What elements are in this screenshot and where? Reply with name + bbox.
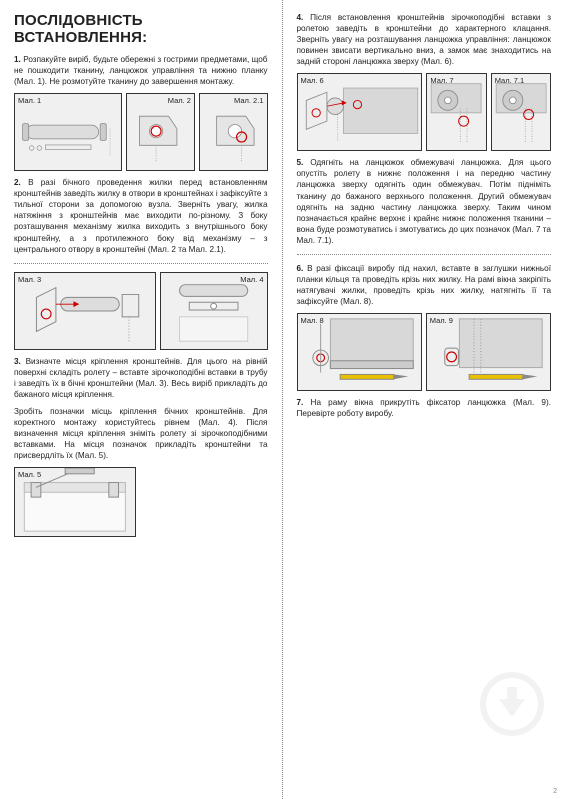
figure-7: Мал. 7: [426, 73, 486, 151]
figure-row-1: Мал. 1 Мал. 2 Мал. 2.1: [14, 93, 268, 171]
figure-9: Мал. 9: [426, 313, 551, 391]
divider-right-1: [297, 254, 552, 255]
figure-row-3: Мал. 5: [14, 467, 268, 537]
figure-4: Мал. 4: [160, 272, 267, 350]
step-4-text: 4. Після встановлення кронштейнів зірочк…: [297, 12, 552, 67]
figure-3: Мал. 3: [14, 272, 156, 350]
step-2-text: 2. В разі бічного проведення жилки перед…: [14, 177, 268, 254]
page: ПОСЛІДОВНІСТЬ ВСТАНОВЛЕННЯ: 1. Розпакуйт…: [0, 0, 565, 799]
figure-row-4: Мал. 6 click Мал. 7 Мал. 7.1: [297, 73, 552, 151]
page-title: ПОСЛІДОВНІСТЬ ВСТАНОВЛЕННЯ:: [14, 12, 268, 46]
watermark-icon: [477, 669, 547, 739]
figure-8: Мал. 8: [297, 313, 422, 391]
figure-1: Мал. 1: [14, 93, 122, 171]
figure-9-label: Мал. 9: [430, 316, 453, 325]
figure-row-5: Мал. 8 Мал. 9: [297, 313, 552, 391]
figure-row-2: Мал. 3 Мал. 4: [14, 272, 268, 350]
figure-1-label: Мал. 1: [18, 96, 41, 105]
figure-7-1: Мал. 7.1: [491, 73, 551, 151]
figure-5-label: Мал. 5: [18, 470, 41, 479]
figure-5: Мал. 5: [14, 467, 136, 537]
figure-6-label: Мал. 6: [301, 76, 324, 85]
step-3b-text: Зробіть позначки місць кріплення бічних …: [14, 406, 268, 461]
step-7-text: 7. На раму вікна прикрутіть фіксатор лан…: [297, 397, 552, 419]
left-column: ПОСЛІДОВНІСТЬ ВСТАНОВЛЕННЯ: 1. Розпакуйт…: [0, 0, 283, 799]
divider-left-1: [14, 263, 268, 264]
figure-6: Мал. 6 click: [297, 73, 423, 151]
figure-7-1-label: Мал. 7.1: [495, 76, 524, 85]
step-3a-text: 3. Визначте місця кріплення кронштейнів.…: [14, 356, 268, 400]
figure-7-label: Мал. 7: [430, 76, 453, 85]
page-number: 2: [553, 788, 557, 795]
figure-3-label: Мал. 3: [18, 275, 41, 284]
step-1-text: 1. Розпакуйте виріб, будьте обережні з г…: [14, 54, 268, 87]
figure-2: Мал. 2: [126, 93, 195, 171]
figure-4-label: Мал. 4: [240, 275, 263, 284]
figure-2-1: Мал. 2.1: [199, 93, 268, 171]
right-column: 4. Після встановлення кронштейнів зірочк…: [283, 0, 565, 799]
step-6-text: 6. В разі фіксації виробу під нахил, вст…: [297, 263, 552, 307]
figure-2-label: Мал. 2: [168, 96, 191, 105]
step-5-text: 5. Одягніть на ланцюжок обмежувачі ланцю…: [297, 157, 552, 246]
figure-2-1-label: Мал. 2.1: [234, 96, 263, 105]
figure-8-label: Мал. 8: [301, 316, 324, 325]
